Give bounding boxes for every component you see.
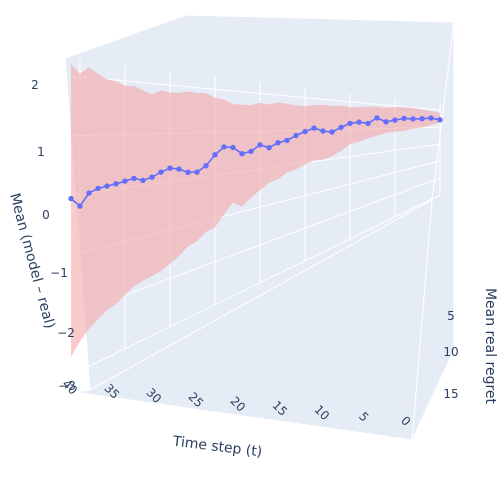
data-point (401, 115, 407, 122)
confidence-band (71, 64, 440, 358)
data-point (428, 115, 434, 121)
data-point (302, 128, 308, 135)
data-point (419, 116, 425, 122)
z-axis-title: Mean (model – real) (6, 191, 58, 330)
data-point (257, 142, 263, 148)
data-point (122, 178, 128, 184)
y-tick-5: 5 (447, 309, 455, 323)
band-area (71, 64, 440, 358)
data-point (212, 152, 218, 158)
data-point (293, 132, 299, 139)
data-point (347, 120, 353, 127)
data-point (131, 175, 137, 182)
data-point (392, 117, 398, 123)
z-tick-1: −2 (57, 326, 75, 340)
data-point (140, 177, 146, 184)
data-point (230, 144, 236, 151)
z-tick-4: 1 (37, 145, 45, 159)
grid-z--2 (70, 177, 441, 316)
data-point (320, 128, 326, 134)
data-point (239, 151, 245, 157)
data-point (383, 119, 389, 125)
data-point (185, 169, 191, 175)
grid-z-2 (70, 75, 441, 111)
z-tick-5: 2 (31, 78, 39, 92)
grid-z--3 (70, 194, 441, 376)
y-tick-15: 15 (443, 387, 458, 401)
floor-pane (73, 199, 433, 441)
data-point (248, 148, 254, 155)
data-point (86, 190, 92, 196)
y-axis-title: Mean real regret (482, 288, 498, 405)
data-point (374, 115, 380, 121)
data-point (221, 144, 227, 150)
data-point (275, 140, 281, 146)
y-tick-10: 10 (443, 345, 458, 359)
data-point (176, 166, 182, 172)
data-point (113, 181, 119, 187)
data-point (149, 174, 155, 180)
data-point (167, 165, 173, 171)
mean-markers (68, 115, 443, 209)
data-point (194, 169, 200, 175)
x-axis-title: Time step (t) (171, 433, 263, 460)
data-point (95, 185, 101, 192)
data-point (437, 117, 443, 123)
z-tick-3: 0 (42, 208, 50, 222)
z-tick-0: −3 (58, 379, 76, 393)
data-point (77, 203, 83, 209)
data-point (266, 145, 272, 151)
data-point (158, 169, 164, 175)
data-point (284, 137, 290, 144)
data-point (68, 195, 74, 202)
data-point (329, 129, 335, 135)
data-point (338, 124, 344, 131)
z-tick-2: −1 (50, 266, 68, 280)
data-point (410, 116, 416, 122)
data-point (356, 119, 362, 125)
data-point (203, 163, 209, 169)
data-point (311, 125, 317, 131)
data-point (365, 120, 371, 127)
data-point (104, 183, 110, 189)
